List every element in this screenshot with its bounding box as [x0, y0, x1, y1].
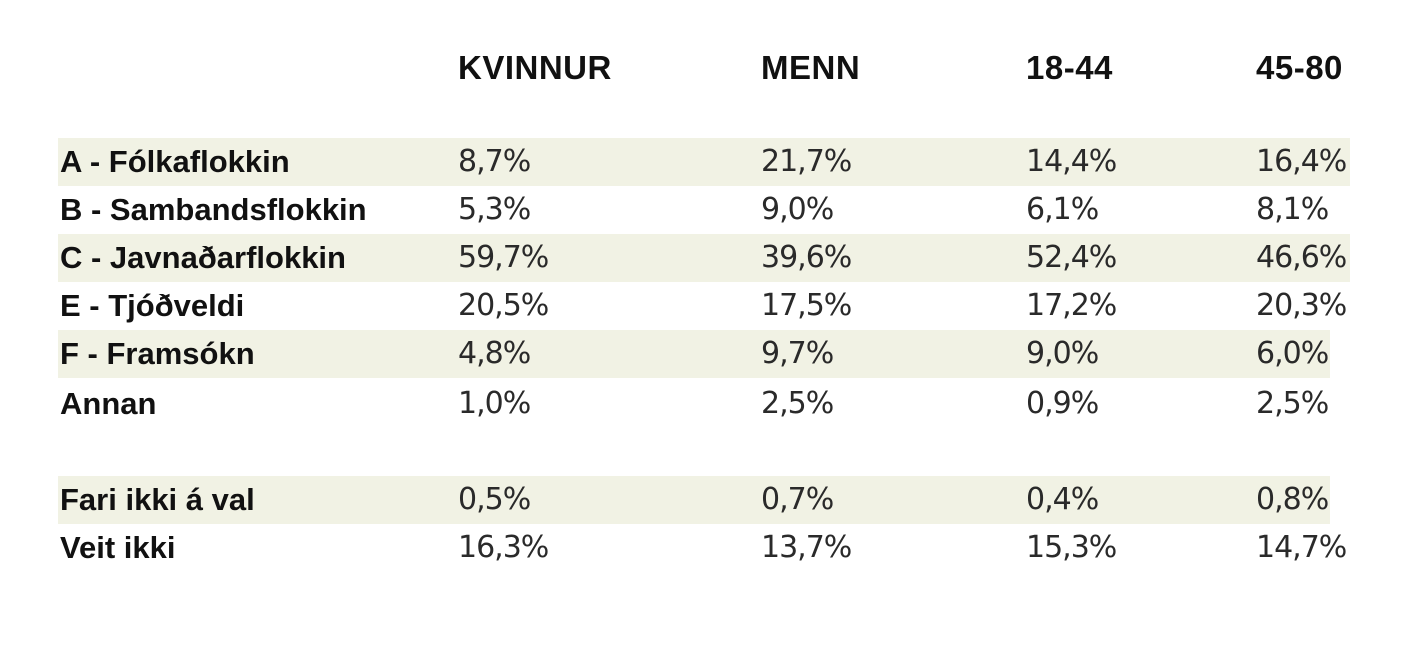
- table-cell: 14,4%: [1026, 144, 1117, 179]
- table-cell: 39,6%: [761, 240, 852, 275]
- table-cell: 0,8%: [1256, 482, 1329, 517]
- table-cell: 59,7%: [458, 240, 549, 275]
- table-cell: 8,1%: [1256, 192, 1329, 227]
- table-cell: 0,4%: [1026, 482, 1099, 517]
- row-label: Fari ikki á val: [60, 482, 255, 517]
- table-cell: 20,5%: [458, 288, 549, 323]
- table-row: [58, 330, 1330, 378]
- table-cell: 2,5%: [761, 386, 834, 421]
- table-cell: 6,1%: [1026, 192, 1099, 227]
- column-header-18-44: 18-44: [1026, 49, 1113, 86]
- table-cell: 21,7%: [761, 144, 852, 179]
- row-label: E - Tjóðveldi: [60, 288, 245, 323]
- table-cell: 15,3%: [1026, 530, 1117, 565]
- table-cell: 8,7%: [458, 144, 531, 179]
- table-cell: 0,9%: [1026, 386, 1099, 421]
- row-label: C - Javnaðarflokkin: [60, 240, 346, 275]
- table-cell: 52,4%: [1026, 240, 1117, 275]
- row-label: A - Fólkaflokkin: [60, 144, 290, 179]
- table-cell: 1,0%: [458, 386, 531, 421]
- table-cell: 46,6%: [1256, 240, 1347, 275]
- table-cell: 14,7%: [1256, 530, 1347, 565]
- table-cell: 4,8%: [458, 336, 531, 371]
- table-cell: 0,5%: [458, 482, 531, 517]
- table-row: [58, 234, 1350, 282]
- column-header-kvinnur: KVINNUR: [458, 49, 612, 86]
- table-cell: 16,3%: [458, 530, 549, 565]
- table-cell: 5,3%: [458, 192, 531, 227]
- table-cell: 2,5%: [1256, 386, 1329, 421]
- row-label: F - Framsókn: [60, 336, 255, 371]
- table-cell: 20,3%: [1256, 288, 1347, 323]
- table-row: [58, 476, 1330, 524]
- column-header-45-80: 45-80: [1256, 49, 1343, 86]
- table-row: [58, 138, 1350, 186]
- row-label: Veit ikki: [60, 530, 176, 565]
- row-label: B - Sambandsflokkin: [60, 192, 367, 227]
- table-cell: 9,0%: [761, 192, 834, 227]
- table-cell: 17,5%: [761, 288, 852, 323]
- table-cell: 0,7%: [761, 482, 834, 517]
- row-label: Annan: [60, 386, 157, 421]
- table-cell: 9,7%: [761, 336, 834, 371]
- table-cell: 16,4%: [1256, 144, 1347, 179]
- table-cell: 6,0%: [1256, 336, 1329, 371]
- table-cell: 17,2%: [1026, 288, 1117, 323]
- table-cell: 13,7%: [761, 530, 852, 565]
- column-header-menn: MENN: [761, 49, 861, 86]
- table-cell: 9,0%: [1026, 336, 1099, 371]
